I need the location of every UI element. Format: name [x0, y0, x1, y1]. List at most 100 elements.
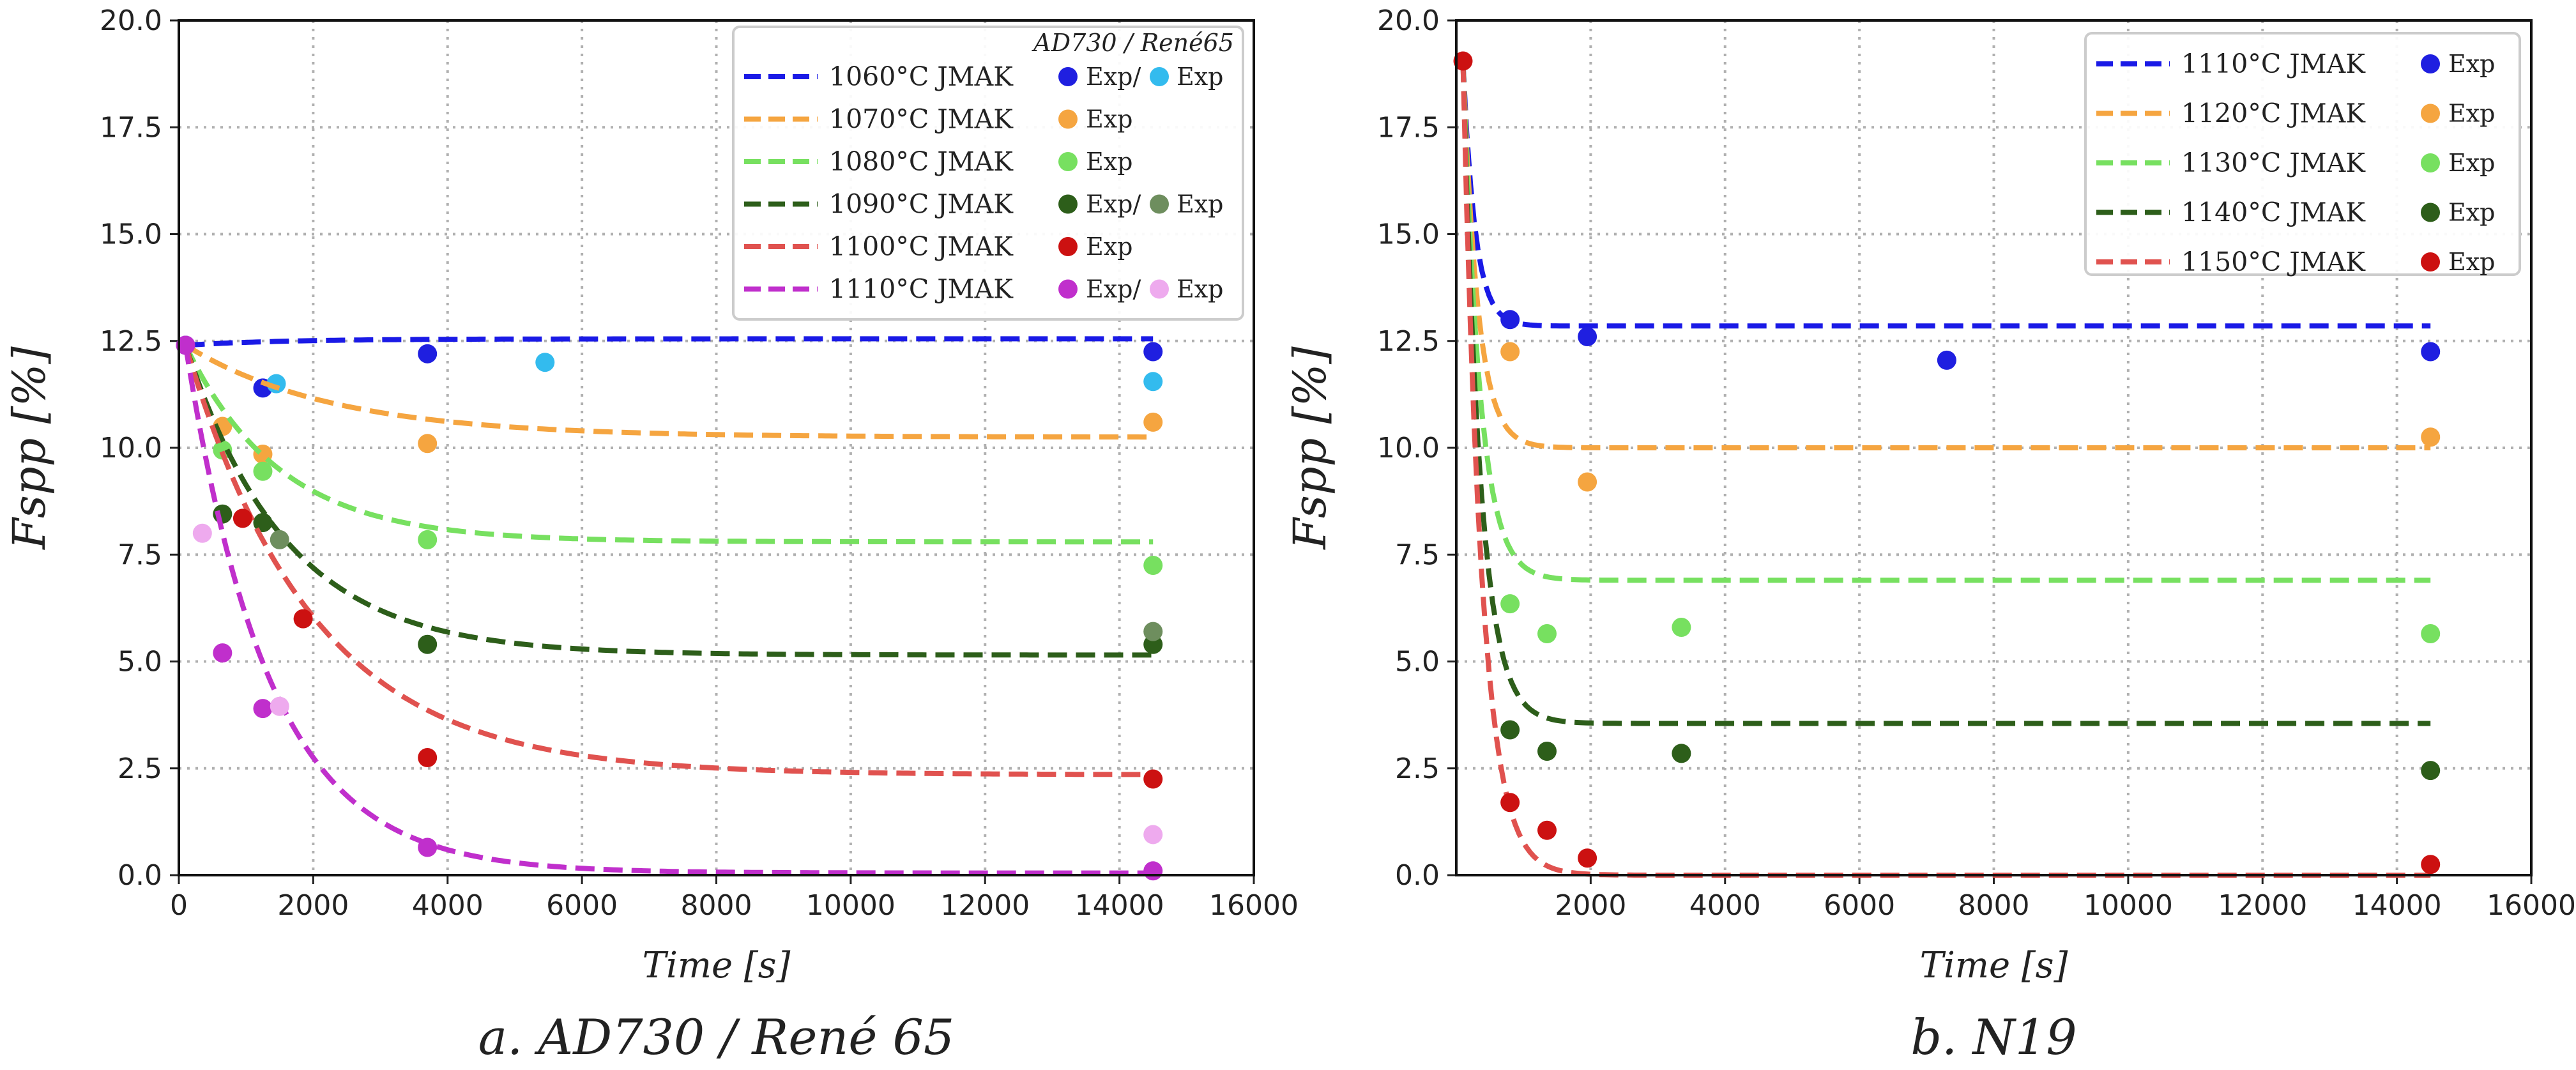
y-tick-label: 7.5: [118, 539, 162, 571]
legend-label: 1140°C JMAK: [2181, 197, 2366, 228]
legend-label: 1120°C JMAK: [2181, 98, 2366, 129]
jmak-curve: [1460, 63, 2431, 726]
chart-a-ad730-rene65: 0 2000 4000 6000 8000 10000 12000 14000 16000 0.0…: [3, 4, 1299, 1066]
y-tick-label: 20.0: [1377, 4, 1440, 37]
legend-box: [2084, 32, 2521, 276]
legend-exp-label: Exp: [2448, 199, 2496, 227]
chart-b-n19: 2000 4000 6000 8000 10000 12000 14000 16000 0.0 2…: [1284, 4, 2576, 1066]
jmak-curve: [185, 336, 1154, 348]
exp-point-secondary: [1143, 372, 1163, 392]
legend-marker: [1058, 67, 1078, 86]
x-tick-label: 8000: [681, 889, 752, 922]
x-tick-label: 12000: [2218, 889, 2307, 922]
exp-point: [253, 513, 273, 533]
legend-marker: [2421, 54, 2440, 73]
x-tick-label: 14000: [1075, 889, 1164, 922]
y-tick-label: 15.0: [1377, 218, 1440, 251]
x-tick-label: 10000: [806, 889, 896, 922]
exp-point: [1143, 342, 1163, 362]
exp-point: [253, 699, 273, 719]
x-tick-label: 6000: [546, 889, 618, 922]
jmak-curve: [183, 344, 1154, 545]
x-tick-label: 10000: [2084, 889, 2173, 922]
exp-point: [213, 643, 232, 663]
exp-point: [1500, 793, 1520, 813]
exp-point: [418, 634, 438, 654]
jmak-curve: [1460, 63, 2431, 329]
exp-point: [1672, 744, 1691, 763]
jmak-curve: [183, 344, 1154, 777]
exp-point-secondary: [1143, 622, 1163, 641]
exp-point-secondary: [270, 530, 289, 549]
exp-point-secondary: [192, 523, 212, 543]
legend-exp-label: Exp: [1086, 105, 1133, 134]
y-tick-label: 10.0: [1377, 432, 1440, 464]
legend-exp-label: Exp: [2448, 248, 2496, 276]
exp-point-secondary: [535, 353, 555, 372]
exp-point: [1143, 555, 1163, 575]
legend-label: 1150°C JMAK: [2181, 247, 2366, 277]
exp-point: [1537, 741, 1557, 761]
y-tick-label: 15.0: [100, 218, 162, 251]
exp-point: [418, 748, 438, 768]
legend-exp2-label: Exp: [1177, 190, 1224, 218]
exp-point: [253, 461, 273, 481]
legend-exp-label: Exp: [2448, 50, 2496, 78]
jmak-curve: [184, 343, 1154, 440]
exp-point: [2421, 761, 2441, 781]
exp-point: [2421, 427, 2441, 447]
jmak-curve: [1460, 63, 2431, 450]
exp-point: [1537, 624, 1557, 644]
exp-point-secondary: [1143, 825, 1163, 845]
y-tick-label: 20.0: [100, 4, 162, 37]
chart-caption: b. N19: [1910, 1009, 2077, 1066]
exp-point: [232, 508, 252, 528]
exp-point: [1937, 350, 1956, 370]
exp-point: [1500, 594, 1520, 614]
legend-marker: [1058, 152, 1078, 171]
exp-point: [1578, 472, 1597, 492]
legend-exp-label: Exp: [1086, 233, 1133, 261]
exp-point-secondary: [270, 696, 289, 716]
y-axis-label: Fspp [%]: [3, 346, 56, 551]
exp-point: [1500, 342, 1520, 362]
legend-exp-label: Exp/: [1086, 275, 1141, 303]
plot-frame: [178, 19, 1255, 876]
exp-point: [1578, 327, 1597, 347]
legend-label: 1130°C JMAK: [2181, 148, 2366, 178]
legend-label: 1110°C JMAK: [2181, 49, 2366, 79]
y-tick-label: 17.5: [100, 111, 162, 144]
legend-exp-label: Exp/: [1086, 63, 1141, 91]
exp-point: [418, 837, 438, 857]
legend-label: 1060°C JMAK: [829, 61, 1014, 92]
legend-exp-label: Exp/: [1086, 190, 1141, 218]
x-tick-label: 6000: [1824, 889, 1895, 922]
x-axis-label: Time [s]: [643, 945, 791, 986]
y-tick-label: 2.5: [118, 753, 162, 785]
exp-point: [1143, 769, 1163, 789]
legend-exp-label: Exp: [1086, 148, 1133, 176]
legend-box: [732, 26, 1244, 321]
legend-label: 1100°C JMAK: [829, 231, 1014, 262]
legend-marker: [1058, 279, 1078, 299]
exp-point: [418, 530, 438, 549]
legend-marker: [2421, 203, 2440, 222]
y-tick-label: 12.5: [1377, 325, 1440, 358]
jmak-curve: [183, 344, 1154, 658]
exp-point: [1537, 820, 1557, 840]
legend-label: 1070°C JMAK: [829, 104, 1014, 135]
y-tick-label: 5.0: [118, 646, 162, 678]
legend-marker: [1058, 194, 1078, 214]
x-tick-label: 0: [170, 889, 188, 922]
y-axis-label: Fspp [%]: [1284, 346, 1336, 551]
exp-point: [2421, 624, 2441, 644]
legend-header: AD730 / René65: [1032, 29, 1234, 57]
exp-point: [418, 344, 438, 363]
x-tick-label: 4000: [412, 889, 484, 922]
y-tick-label: 10.0: [100, 432, 162, 464]
jmak-curve: [1460, 63, 2431, 583]
legend-label: 1110°C JMAK: [829, 274, 1014, 305]
exp-point: [1500, 310, 1520, 330]
legend-exp-label: Exp: [2448, 100, 2496, 128]
